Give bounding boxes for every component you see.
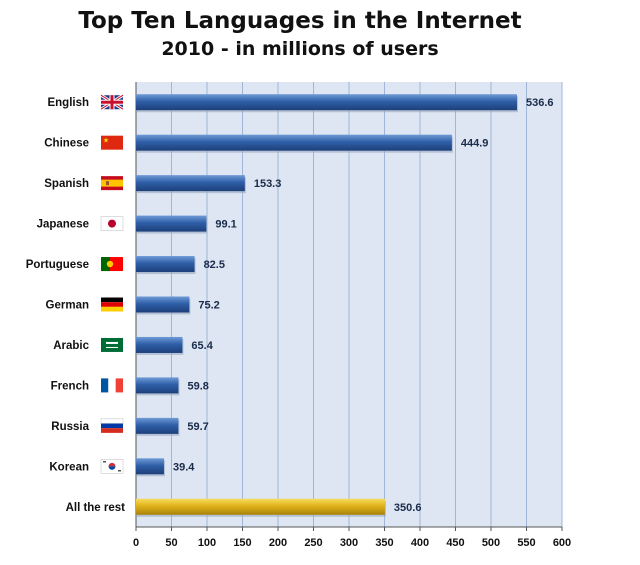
bar xyxy=(136,498,385,515)
value-label: 82.5 xyxy=(204,259,225,271)
x-tick-label: 50 xyxy=(165,537,177,549)
x-tick-label: 500 xyxy=(482,537,500,549)
bar xyxy=(136,215,207,232)
flag-south-korea-icon xyxy=(100,459,124,474)
category-label: Russia xyxy=(51,421,89,433)
x-tick-label: 350 xyxy=(375,537,393,549)
category-label: German xyxy=(46,300,89,312)
value-label: 75.2 xyxy=(198,300,219,312)
bar xyxy=(136,175,245,192)
bar xyxy=(136,377,179,394)
x-tick-label: 0 xyxy=(133,537,139,549)
category-label: Arabic xyxy=(53,340,89,352)
x-tick-label: 450 xyxy=(446,537,464,549)
value-label: 536.6 xyxy=(526,97,554,109)
value-label: 444.9 xyxy=(461,138,489,150)
bar xyxy=(136,94,517,111)
bar xyxy=(136,336,183,353)
bar xyxy=(136,256,195,273)
value-label: 59.7 xyxy=(187,421,208,433)
category-label: Japanese xyxy=(37,219,89,231)
category-label: Chinese xyxy=(44,138,89,150)
x-tick-label: 600 xyxy=(553,537,571,549)
chart-title: Top Ten Languages in the Internet xyxy=(78,8,522,34)
flag-uk-icon xyxy=(100,93,124,111)
category-label: All the rest xyxy=(66,502,126,514)
value-label: 153.3 xyxy=(254,178,282,190)
x-tick-label: 150 xyxy=(233,537,251,549)
x-tick-label: 400 xyxy=(411,537,429,549)
value-label: 99.1 xyxy=(215,219,236,231)
flag-china-icon: ★ xyxy=(101,135,123,150)
x-tick-label: 300 xyxy=(340,537,358,549)
value-label: 59.8 xyxy=(187,380,208,392)
value-label: 65.4 xyxy=(191,340,213,352)
x-tick-label: 100 xyxy=(198,537,216,549)
chart-subtitle: 2010 - in millions of users xyxy=(161,38,439,60)
category-label: English xyxy=(47,97,89,109)
flag-japan-icon xyxy=(100,216,124,231)
flag-portugal-icon xyxy=(101,257,123,272)
x-tick-label: 200 xyxy=(269,537,287,549)
bar xyxy=(136,134,452,151)
category-label: Spanish xyxy=(44,178,89,190)
x-tick-label: 550 xyxy=(517,537,535,549)
flag-saudi-arabia-icon xyxy=(101,337,123,352)
bar xyxy=(136,458,164,475)
flag-spain-icon xyxy=(101,176,123,191)
bar xyxy=(136,417,179,434)
flag-russia-icon xyxy=(100,418,124,433)
bar xyxy=(136,296,190,313)
x-tick-label: 250 xyxy=(304,537,322,549)
value-label: 39.4 xyxy=(173,461,195,473)
category-label: French xyxy=(51,380,89,392)
category-label: Korean xyxy=(49,461,89,473)
category-label: Portuguese xyxy=(26,259,89,271)
flag-france-icon xyxy=(101,378,123,393)
flag-germany-icon xyxy=(101,297,123,312)
value-label: 350.6 xyxy=(394,502,422,514)
svg-text:★: ★ xyxy=(103,137,109,145)
